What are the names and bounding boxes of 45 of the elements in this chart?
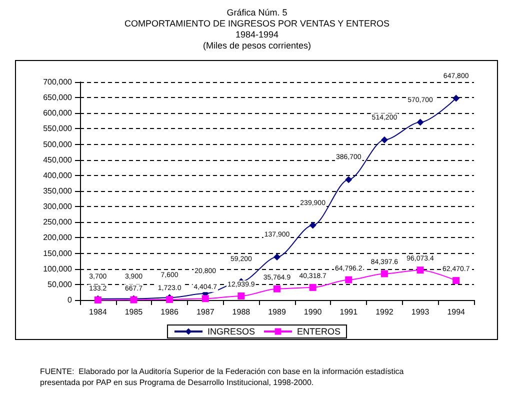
point: [309, 284, 316, 291]
chart-title: Gráfica Núm. 5 COMPORTAMIENTO DE INGRESOS POR VENTAS Y ENTEROS 1984-1994: [124, 8, 390, 40]
x-tick-label: 1984: [89, 308, 108, 316]
legend-label: INGRESOS: [207, 326, 256, 336]
point: [238, 292, 245, 300]
x-tick-label: 1991: [340, 308, 358, 316]
y-tick-label: 350,000: [43, 186, 73, 196]
y-tick-label: 50,000: [48, 280, 73, 289]
point: [380, 136, 388, 144]
point: [274, 254, 280, 261]
point: [452, 94, 460, 102]
point: [202, 295, 209, 302]
y-tick-label: 0: [68, 296, 73, 304]
y-tick-label: 700,000: [43, 78, 73, 86]
point: [416, 118, 424, 126]
x-tick-label: 1987: [196, 308, 215, 316]
y-tick-label: 150,000: [43, 248, 73, 258]
y-tick-label: 450,000: [43, 155, 73, 164]
point: [345, 176, 352, 184]
point: [380, 270, 388, 278]
point: [452, 277, 460, 284]
x-tick-label: 1988: [232, 308, 251, 316]
y-tick-label: 650,000: [43, 93, 73, 102]
x-tick-label: 1993: [411, 308, 430, 316]
x-tick-label: 1989: [268, 308, 286, 316]
point: [274, 285, 280, 292]
x-tick-label: 1992: [376, 308, 394, 316]
point: [345, 276, 352, 284]
y-tick-label: 600,000: [43, 108, 73, 118]
legend-label: ENTEROS: [297, 326, 341, 336]
y-tick-label: 100,000: [43, 264, 73, 274]
y-tick-label: 200,000: [43, 233, 73, 242]
x-tick-label: 1986: [160, 308, 179, 316]
y-tick-label: 300,000: [43, 202, 73, 212]
y-tick-label: 400,000: [43, 170, 73, 180]
y-tick-label: 500,000: [43, 140, 73, 149]
point: [309, 222, 316, 229]
source-note: FUENTE: Elaborado por la Auditoría Superior de la Federación con base en la información estadística presentada por PAP en sus Programa de Desarrollo Institucional, 1998-2000.: [40, 367, 404, 387]
x-tick-label: 1990: [304, 308, 322, 316]
x-tick-label: 1994: [447, 308, 466, 316]
point: [416, 266, 424, 274]
chart-subtitle: (Miles de pesos corrientes): [202, 40, 312, 50]
y-tick-label: 550,000: [43, 124, 73, 134]
x-tick-label: 1985: [124, 308, 144, 316]
y-tick-label: 250,000: [43, 218, 73, 227]
